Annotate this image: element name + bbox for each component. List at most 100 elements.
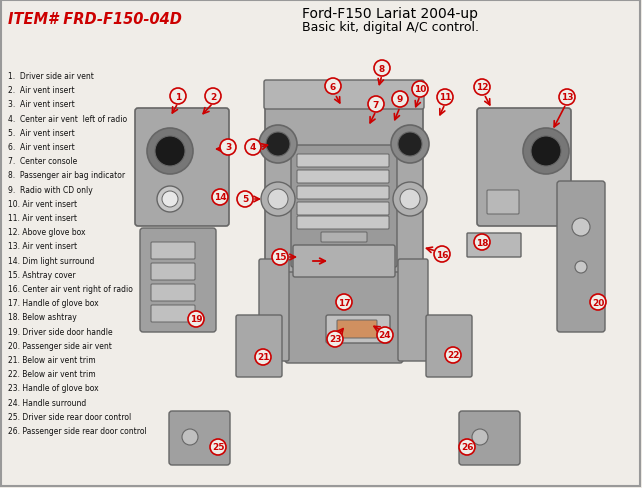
Text: 6.  Air vent insert: 6. Air vent insert [8, 142, 74, 152]
Text: 21. Below air vent trim: 21. Below air vent trim [8, 355, 96, 364]
Text: 7: 7 [373, 101, 379, 109]
FancyBboxPatch shape [265, 87, 423, 342]
FancyBboxPatch shape [321, 232, 367, 243]
Text: 16. Center air vent right of radio: 16. Center air vent right of radio [8, 285, 133, 293]
Circle shape [325, 79, 341, 95]
Text: 16: 16 [436, 250, 448, 259]
Circle shape [259, 126, 297, 163]
FancyBboxPatch shape [264, 81, 424, 110]
Text: 18: 18 [476, 238, 489, 247]
Text: ITEM# FRD-F150-04D: ITEM# FRD-F150-04D [8, 13, 182, 27]
Text: 17: 17 [338, 298, 351, 307]
Circle shape [377, 327, 393, 343]
FancyBboxPatch shape [297, 203, 389, 216]
Circle shape [400, 190, 420, 209]
Circle shape [182, 429, 198, 445]
Text: 25. Driver side rear door control: 25. Driver side rear door control [8, 412, 131, 421]
FancyBboxPatch shape [151, 285, 195, 302]
Text: 12. Above glove box: 12. Above glove box [8, 228, 85, 237]
FancyBboxPatch shape [297, 171, 389, 183]
Circle shape [255, 349, 271, 365]
FancyBboxPatch shape [426, 315, 472, 377]
Circle shape [392, 92, 408, 108]
Text: 2.  Air vent insert: 2. Air vent insert [8, 86, 74, 95]
FancyBboxPatch shape [487, 191, 519, 215]
Circle shape [268, 190, 288, 209]
FancyBboxPatch shape [477, 109, 571, 226]
Text: 3: 3 [225, 143, 231, 152]
FancyBboxPatch shape [398, 260, 428, 361]
Circle shape [162, 192, 178, 207]
FancyBboxPatch shape [337, 320, 377, 338]
Circle shape [220, 140, 236, 156]
Circle shape [559, 90, 575, 106]
Text: 7.  Center console: 7. Center console [8, 157, 77, 166]
Circle shape [398, 133, 422, 157]
Text: 14. Dim light surround: 14. Dim light surround [8, 256, 94, 265]
FancyBboxPatch shape [557, 182, 605, 332]
Circle shape [327, 331, 343, 347]
Circle shape [393, 183, 427, 217]
FancyBboxPatch shape [459, 411, 520, 465]
Circle shape [368, 97, 384, 113]
FancyBboxPatch shape [297, 217, 389, 229]
Text: 20: 20 [592, 298, 604, 307]
Text: 10. Air vent insert: 10. Air vent insert [8, 200, 77, 208]
Circle shape [472, 429, 488, 445]
Text: 13: 13 [560, 93, 573, 102]
Text: 21: 21 [257, 353, 269, 362]
Circle shape [374, 61, 390, 77]
Text: 25: 25 [212, 443, 224, 451]
Circle shape [155, 137, 185, 167]
FancyBboxPatch shape [151, 243, 195, 260]
Text: 26. Passenger side rear door control: 26. Passenger side rear door control [8, 426, 147, 435]
Text: 12: 12 [476, 83, 489, 92]
Circle shape [336, 294, 352, 310]
Text: 24. Handle surround: 24. Handle surround [8, 398, 86, 407]
FancyBboxPatch shape [140, 228, 216, 332]
Text: 23. Handle of glove box: 23. Handle of glove box [8, 384, 99, 392]
Text: 5: 5 [242, 195, 248, 204]
Circle shape [474, 80, 490, 96]
Text: 9: 9 [397, 95, 403, 104]
Text: 10: 10 [414, 85, 426, 94]
Circle shape [523, 129, 569, 175]
Text: Ford-F150 Lariat 2004-up: Ford-F150 Lariat 2004-up [302, 7, 478, 21]
Text: 8.  Passenger air bag indicator: 8. Passenger air bag indicator [8, 171, 125, 180]
Text: 11. Air vent insert: 11. Air vent insert [8, 214, 77, 223]
Circle shape [157, 186, 183, 213]
FancyBboxPatch shape [297, 155, 389, 168]
Circle shape [170, 89, 186, 105]
Circle shape [459, 439, 475, 455]
Text: 14: 14 [214, 193, 227, 202]
FancyBboxPatch shape [236, 315, 282, 377]
FancyBboxPatch shape [135, 109, 229, 226]
Text: 20. Passenger side air vent: 20. Passenger side air vent [8, 341, 112, 350]
Text: 1.  Driver side air vent: 1. Driver side air vent [8, 72, 94, 81]
Text: 11: 11 [438, 93, 451, 102]
Text: Basic kit, digital A/C control.: Basic kit, digital A/C control. [302, 21, 478, 35]
FancyBboxPatch shape [297, 186, 389, 200]
Circle shape [188, 311, 204, 327]
Text: 1: 1 [175, 92, 181, 102]
Circle shape [237, 192, 253, 207]
Text: 15. Ashtray cover: 15. Ashtray cover [8, 270, 76, 279]
Text: 19: 19 [189, 315, 202, 324]
Circle shape [205, 89, 221, 105]
Text: 8: 8 [379, 64, 385, 73]
Text: 22. Below air vent trim: 22. Below air vent trim [8, 369, 96, 378]
Circle shape [210, 439, 226, 455]
FancyBboxPatch shape [151, 305, 195, 323]
Circle shape [434, 246, 450, 263]
FancyBboxPatch shape [285, 272, 403, 363]
Circle shape [445, 347, 461, 363]
FancyBboxPatch shape [151, 264, 195, 281]
FancyBboxPatch shape [259, 260, 289, 361]
Text: 23: 23 [329, 335, 342, 344]
Text: 6: 6 [330, 82, 336, 91]
Text: 5.  Air vent insert: 5. Air vent insert [8, 128, 74, 138]
Circle shape [147, 129, 193, 175]
Text: 4: 4 [250, 143, 256, 152]
Circle shape [412, 82, 428, 98]
Circle shape [474, 235, 490, 250]
